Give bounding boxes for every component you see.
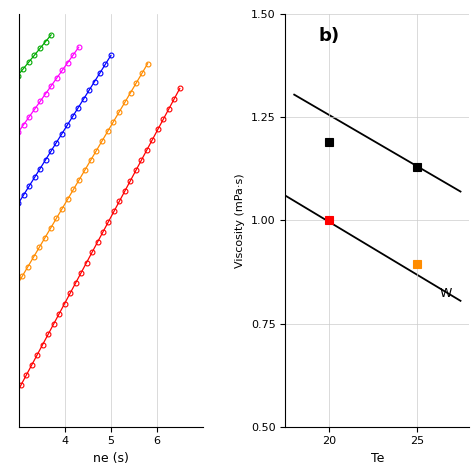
Text: W: W: [439, 287, 452, 300]
Text: b): b): [319, 27, 340, 45]
X-axis label: ne (s): ne (s): [93, 452, 129, 465]
Legend: : [189, 413, 198, 421]
Y-axis label: Viscosity (mPa·s): Viscosity (mPa·s): [236, 173, 246, 268]
X-axis label: Te: Te: [371, 452, 384, 465]
